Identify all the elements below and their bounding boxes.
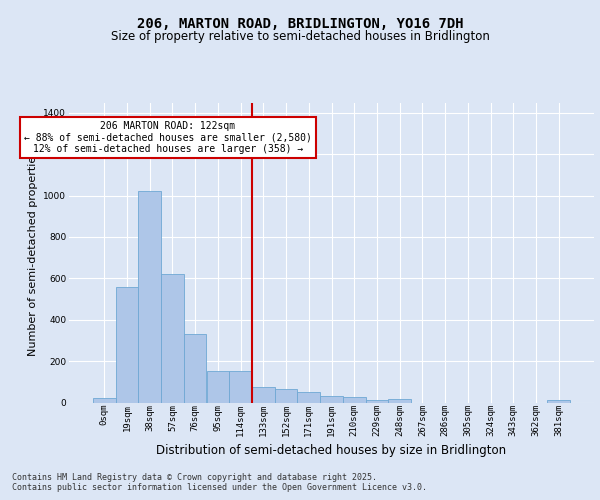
Bar bbox=[547, 400, 570, 402]
Text: 206 MARTON ROAD: 122sqm
← 88% of semi-detached houses are smaller (2,580)
12% of: 206 MARTON ROAD: 122sqm ← 88% of semi-de… bbox=[24, 121, 312, 154]
Bar bbox=[320, 396, 343, 402]
Bar bbox=[161, 274, 184, 402]
Bar bbox=[139, 192, 161, 402]
Y-axis label: Number of semi-detached properties: Number of semi-detached properties bbox=[28, 150, 38, 356]
Bar bbox=[388, 399, 411, 402]
Bar bbox=[343, 396, 365, 402]
Bar bbox=[206, 371, 229, 402]
Text: Size of property relative to semi-detached houses in Bridlington: Size of property relative to semi-detach… bbox=[110, 30, 490, 43]
Bar bbox=[93, 398, 116, 402]
Bar bbox=[252, 387, 275, 402]
X-axis label: Distribution of semi-detached houses by size in Bridlington: Distribution of semi-detached houses by … bbox=[157, 444, 506, 458]
Bar bbox=[275, 389, 298, 402]
Text: Contains HM Land Registry data © Crown copyright and database right 2025.
Contai: Contains HM Land Registry data © Crown c… bbox=[12, 472, 427, 492]
Bar bbox=[229, 371, 252, 402]
Bar bbox=[184, 334, 206, 402]
Text: 206, MARTON ROAD, BRIDLINGTON, YO16 7DH: 206, MARTON ROAD, BRIDLINGTON, YO16 7DH bbox=[137, 18, 463, 32]
Bar bbox=[116, 288, 139, 403]
Bar bbox=[365, 400, 388, 402]
Bar bbox=[298, 392, 320, 402]
